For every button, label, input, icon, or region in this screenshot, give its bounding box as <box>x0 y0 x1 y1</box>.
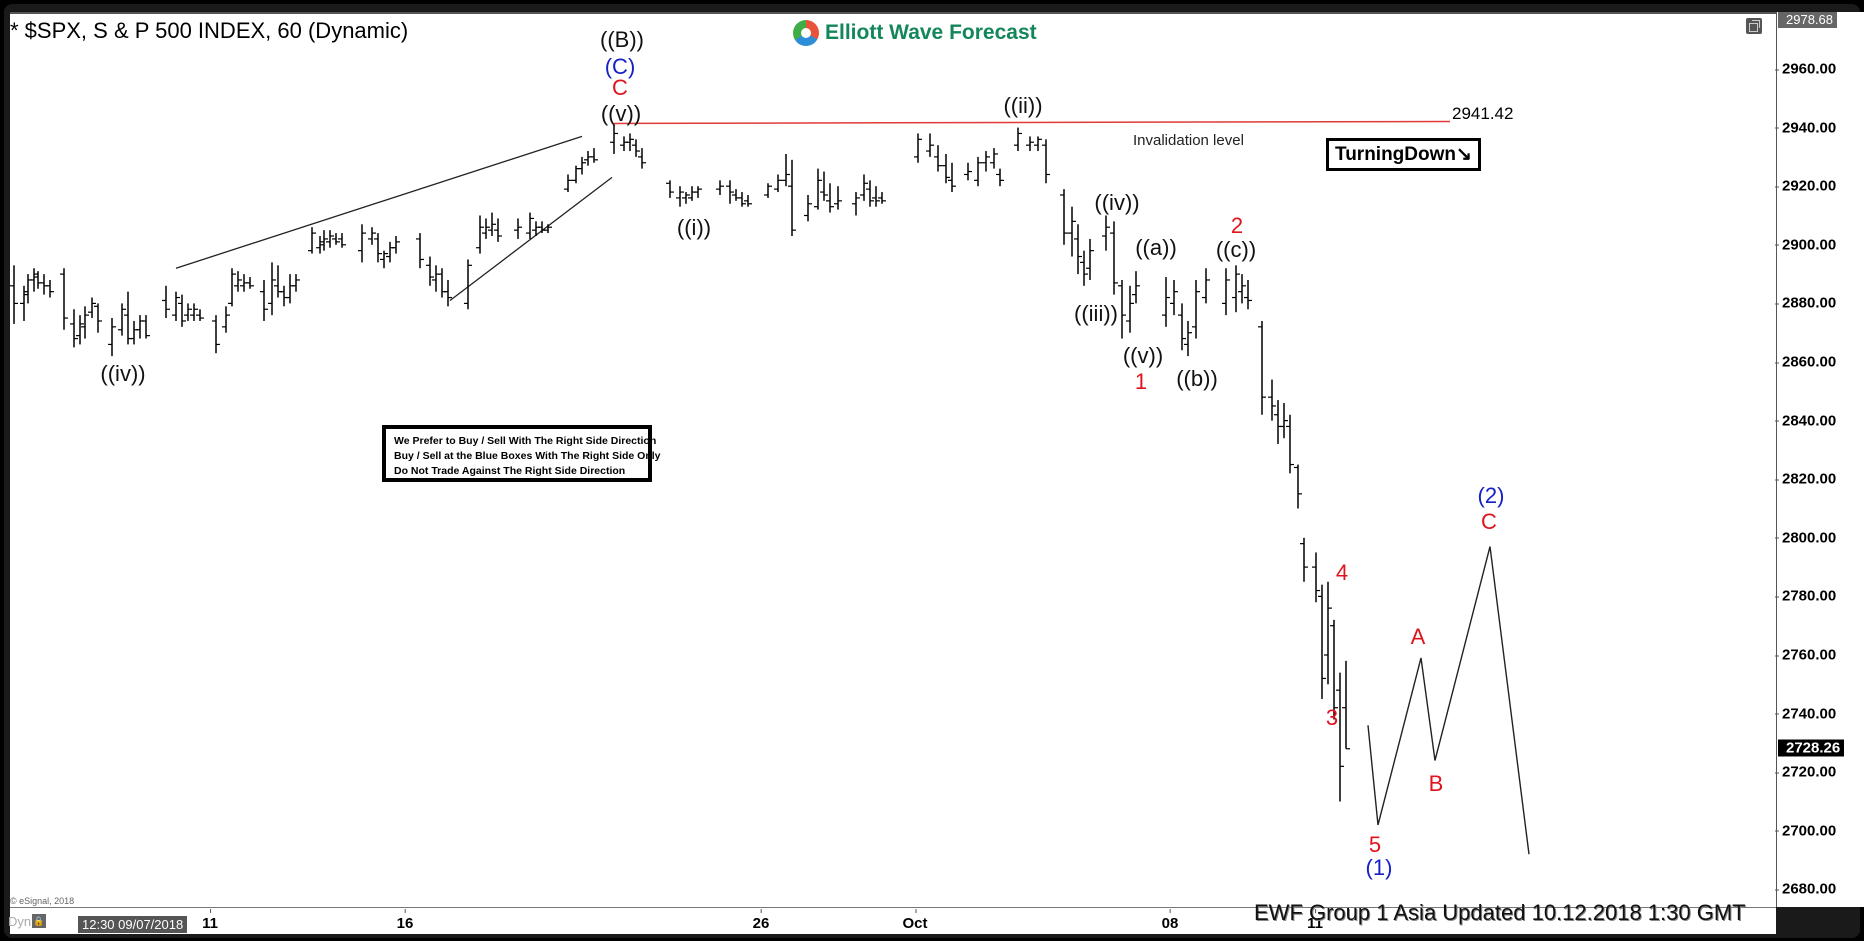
y-tick-label: 2900.00 <box>1774 236 1837 254</box>
wave-label: ((iv)) <box>1094 190 1140 215</box>
x-tick-label: 11 <box>202 909 218 932</box>
lock-icon[interactable]: 🔒 <box>32 914 46 928</box>
y-tick-label: 2940.00 <box>1774 119 1837 137</box>
y-tick-label: 2840.00 <box>1774 412 1837 430</box>
top-price-tag: 2978.68 <box>1778 12 1837 28</box>
invalidation-label: Invalidation level <box>1133 132 1244 149</box>
turning-label: TurningDown <box>1335 144 1457 165</box>
projection-path <box>1367 546 1530 855</box>
rule-line-1: We Prefer to Buy / Sell With The Right S… <box>394 435 657 447</box>
wave-label: ((iii)) <box>1074 301 1118 326</box>
y-tick-label: 2820.00 <box>1774 470 1837 488</box>
chart-plot-area[interactable] <box>10 12 1776 909</box>
y-tick-label: 2740.00 <box>1774 705 1837 723</box>
y-tick-label: 2780.00 <box>1774 587 1837 605</box>
wave-label: ((c)) <box>1215 237 1257 262</box>
wave-label: A <box>1410 624 1426 649</box>
wave-label: 2 <box>1230 213 1244 238</box>
x-tick-label: Oct <box>902 909 928 932</box>
wave-label: 4 <box>1335 560 1349 585</box>
brand-logo: Elliott Wave Forecast <box>793 20 1037 46</box>
cursor-date: 12:30 09/07/2018 <box>78 916 188 933</box>
y-tick-label: 2680.00 <box>1774 880 1837 898</box>
ewf-logo-icon <box>793 20 819 46</box>
wave-label: ((v)) <box>1122 343 1164 368</box>
dynamic-label: Dyn <box>8 914 32 929</box>
wave-label: ((b)) <box>1176 366 1218 391</box>
x-tick-label: 08 <box>1161 909 1179 932</box>
wave-label: B <box>1428 771 1444 796</box>
rule-line-3: Do Not Trade Against The Right Side Dire… <box>394 465 626 477</box>
y-tick-label: 2700.00 <box>1774 822 1837 840</box>
y-tick-label: 2800.00 <box>1774 529 1837 547</box>
wave-label: ((ii)) <box>1003 93 1043 118</box>
wave-label: ((B)) <box>600 27 644 52</box>
wave-label: ((a)) <box>1135 235 1177 260</box>
wave-label: 5 <box>1368 832 1382 857</box>
update-watermark: EWF Group 1 Asia Updated 10.12.2018 1:30… <box>1254 900 1746 925</box>
y-tick-label: 2760.00 <box>1774 646 1837 664</box>
y-tick-label: 2720.00 <box>1774 763 1837 781</box>
wave-label: (C) <box>604 54 636 79</box>
trading-rules-box: We Prefer to Buy / Sell With The Right S… <box>382 425 661 482</box>
x-tick-label: 16 <box>396 909 414 932</box>
x-tick-label: 26 <box>752 909 770 932</box>
invalidation-value: 2941.42 <box>1452 104 1514 123</box>
wave-label: 1 <box>1134 369 1148 394</box>
chart-title: * $SPX, S & P 500 INDEX, 60 (Dynamic) <box>10 18 409 43</box>
wave-label: 3 <box>1325 705 1339 730</box>
turning-down-badge: TurningDown↘ <box>1326 138 1481 171</box>
wave-label: (2) <box>1477 483 1505 508</box>
wave-label: C <box>612 75 628 100</box>
x-tick-label: 11 <box>1307 909 1323 932</box>
wave-label: ((iv)) <box>100 361 146 386</box>
y-tick-label: 2880.00 <box>1774 294 1837 312</box>
y-tick-label: 2960.00 <box>1774 60 1837 78</box>
copyright: © eSignal, 2018 <box>10 896 75 906</box>
restore-window-icon[interactable] <box>1746 18 1762 34</box>
date-axis[interactable] <box>10 907 1776 934</box>
wave-label: ((i)) <box>676 215 712 240</box>
trendline <box>449 176 613 301</box>
wave-label: C <box>1481 509 1497 534</box>
price-axis[interactable] <box>1776 12 1864 907</box>
wave-label: ((v)) <box>600 101 642 126</box>
y-tick-label: 2920.00 <box>1774 177 1837 195</box>
wave-label: (1) <box>1365 855 1393 880</box>
arrow-down-right-icon: ↘ <box>1456 144 1472 165</box>
last-price-tag: 2728.26 <box>1778 739 1845 757</box>
trendline <box>175 135 583 269</box>
brand-name: Elliott Wave Forecast <box>825 21 1037 44</box>
y-tick-label: 2860.00 <box>1774 353 1837 371</box>
rule-line-2: Buy / Sell at the Blue Boxes With The Ri… <box>394 450 661 462</box>
invalidation-line <box>613 120 1451 125</box>
